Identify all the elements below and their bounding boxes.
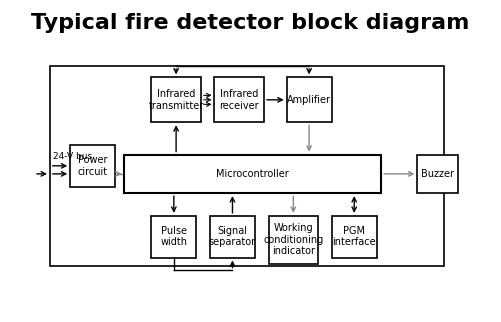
FancyBboxPatch shape <box>70 145 115 187</box>
FancyBboxPatch shape <box>124 155 381 193</box>
FancyBboxPatch shape <box>214 77 264 122</box>
FancyBboxPatch shape <box>332 216 377 258</box>
Text: Power
circuit: Power circuit <box>78 155 108 177</box>
Text: Working
conditioning
indicator: Working conditioning indicator <box>263 223 324 257</box>
FancyBboxPatch shape <box>151 216 196 258</box>
Text: Signal
separator: Signal separator <box>209 226 256 248</box>
Text: Buzzer: Buzzer <box>421 169 454 179</box>
Text: Infrared
transmitter: Infrared transmitter <box>148 89 204 111</box>
FancyBboxPatch shape <box>151 77 201 122</box>
Text: Microcontroller: Microcontroller <box>216 169 289 179</box>
FancyBboxPatch shape <box>287 77 332 122</box>
Text: Amplifier: Amplifier <box>287 95 331 105</box>
FancyBboxPatch shape <box>269 216 318 264</box>
FancyBboxPatch shape <box>417 155 458 193</box>
Text: Infrared
receiver: Infrared receiver <box>219 89 259 111</box>
Text: 24-V bus: 24-V bus <box>54 152 93 161</box>
Text: Typical fire detector block diagram: Typical fire detector block diagram <box>31 13 469 33</box>
FancyBboxPatch shape <box>210 216 255 258</box>
Text: PGM
interface: PGM interface <box>332 226 376 248</box>
Text: Pulse
width: Pulse width <box>160 226 187 248</box>
